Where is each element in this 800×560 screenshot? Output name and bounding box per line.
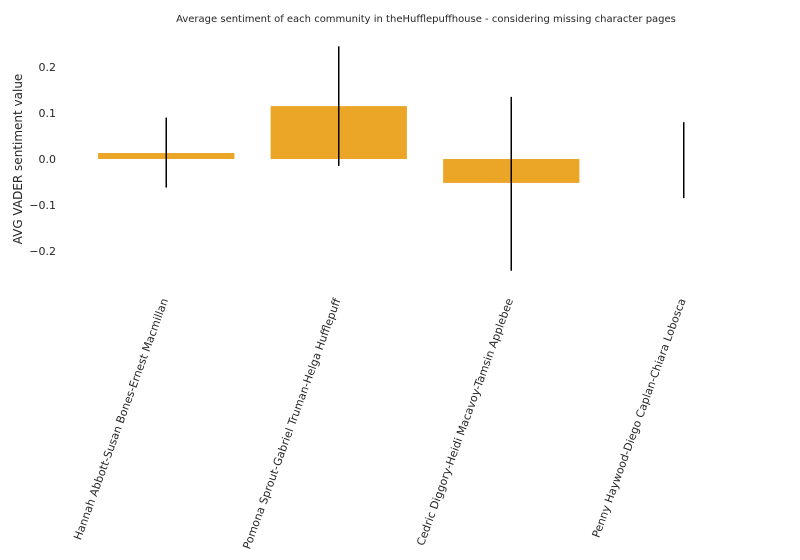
x-tick-label: Penny Haywood-Diego Caplan-Chiara Lobosc… <box>590 297 689 540</box>
x-axis-ticks: Hannah Abbott-Susan Bones-Ernest Macmill… <box>71 296 688 551</box>
y-tick-label: −0.1 <box>29 199 56 212</box>
x-tick-label: Pomona Sprout-Gabriel Truman-Helga Huffl… <box>240 296 343 551</box>
chart-title: Average sentiment of each community in t… <box>176 14 676 25</box>
x-tick-label: Cedric Diggory-Heidi Macavoy-Tamsin Appl… <box>414 296 516 547</box>
y-tick-label: 0.1 <box>39 107 57 120</box>
y-axis-label: AVG VADER sentiment value <box>11 74 25 245</box>
x-tick-label: Hannah Abbott-Susan Bones-Ernest Macmill… <box>71 297 171 542</box>
y-tick-label: 0.0 <box>39 153 57 166</box>
y-axis-ticks: 0.2 0.1 0.0 −0.1 −0.2 <box>29 61 56 258</box>
y-tick-label: 0.2 <box>39 61 57 74</box>
y-tick-label: −0.2 <box>29 245 56 258</box>
error-bars <box>165 46 685 271</box>
